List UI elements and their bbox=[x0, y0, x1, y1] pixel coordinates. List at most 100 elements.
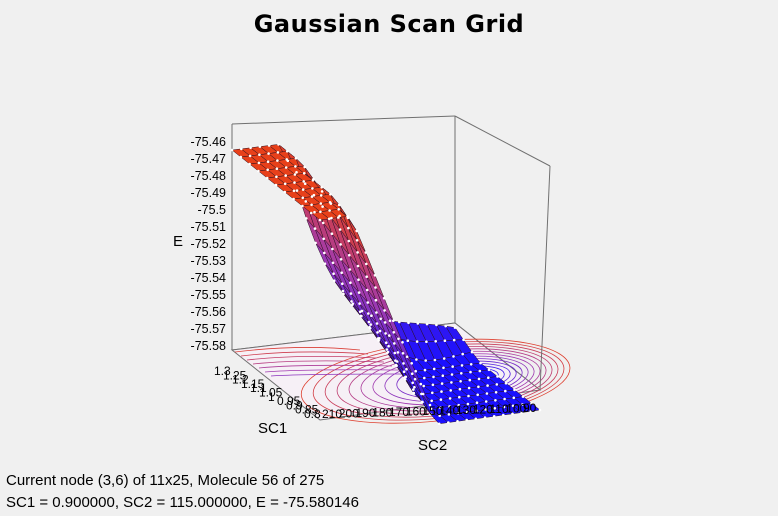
grid-node[interactable] bbox=[365, 275, 369, 279]
grid-node[interactable] bbox=[301, 188, 305, 191]
grid-node[interactable] bbox=[369, 323, 373, 326]
grid-node[interactable] bbox=[431, 383, 435, 387]
grid-node[interactable] bbox=[320, 190, 324, 193]
grid-node[interactable] bbox=[440, 390, 443, 393]
grid-node[interactable] bbox=[355, 239, 359, 242]
grid-node[interactable] bbox=[424, 359, 428, 362]
grid-node[interactable] bbox=[310, 203, 313, 207]
grid-node[interactable] bbox=[341, 289, 345, 293]
grid-node[interactable] bbox=[384, 341, 388, 345]
grid-node[interactable] bbox=[365, 288, 369, 292]
grid-node[interactable] bbox=[320, 185, 324, 189]
grid-node[interactable] bbox=[439, 406, 442, 409]
grid-node[interactable] bbox=[413, 377, 417, 381]
grid-node[interactable] bbox=[458, 395, 461, 399]
grid-node[interactable] bbox=[442, 366, 445, 370]
grid-node[interactable] bbox=[475, 409, 478, 413]
grid-node[interactable] bbox=[452, 355, 455, 358]
grid-node[interactable] bbox=[483, 416, 487, 419]
grid-node[interactable] bbox=[441, 374, 445, 378]
grid-node[interactable] bbox=[503, 397, 506, 401]
grid-node[interactable] bbox=[314, 241, 317, 245]
grid-node[interactable] bbox=[340, 271, 344, 275]
grid-node[interactable] bbox=[412, 388, 415, 391]
grid-node[interactable] bbox=[349, 281, 352, 285]
grid-node[interactable] bbox=[294, 157, 298, 160]
grid-node[interactable] bbox=[355, 229, 359, 233]
grid-node[interactable] bbox=[402, 362, 405, 365]
grid-node[interactable] bbox=[465, 410, 469, 414]
grid-node[interactable] bbox=[521, 395, 525, 398]
grid-node[interactable] bbox=[402, 370, 406, 374]
grid-node[interactable] bbox=[285, 150, 289, 153]
grid-node[interactable] bbox=[469, 363, 473, 366]
grid-node[interactable] bbox=[406, 339, 410, 343]
grid-node[interactable] bbox=[415, 340, 419, 343]
grid-node[interactable] bbox=[374, 286, 377, 289]
grid-node[interactable] bbox=[341, 282, 344, 286]
grid-node[interactable] bbox=[248, 162, 251, 166]
grid-node[interactable] bbox=[504, 389, 507, 393]
grid-node[interactable] bbox=[451, 365, 455, 368]
grid-node[interactable] bbox=[410, 362, 414, 365]
grid-node[interactable] bbox=[370, 314, 373, 318]
grid-node[interactable] bbox=[275, 167, 279, 170]
grid-node[interactable] bbox=[477, 385, 480, 389]
grid-node[interactable] bbox=[319, 194, 323, 197]
grid-node[interactable] bbox=[312, 193, 316, 197]
grid-node[interactable] bbox=[301, 204, 304, 208]
grid-node[interactable] bbox=[405, 355, 409, 359]
grid-node[interactable] bbox=[310, 195, 314, 198]
grid-node[interactable] bbox=[359, 314, 363, 318]
grid-node[interactable] bbox=[321, 221, 325, 225]
grid-node[interactable] bbox=[431, 391, 434, 395]
grid-node[interactable] bbox=[302, 172, 306, 175]
grid-node[interactable] bbox=[511, 412, 514, 416]
grid-node[interactable] bbox=[411, 381, 415, 385]
grid-node[interactable] bbox=[311, 187, 314, 190]
grid-node[interactable] bbox=[504, 381, 508, 385]
grid-node[interactable] bbox=[439, 398, 443, 401]
grid-node[interactable] bbox=[403, 378, 407, 381]
grid-node[interactable] bbox=[378, 329, 382, 333]
grid-node[interactable] bbox=[397, 337, 400, 341]
grid-node[interactable] bbox=[462, 338, 465, 342]
grid-node[interactable] bbox=[425, 340, 428, 344]
grid-node[interactable] bbox=[413, 385, 416, 389]
grid-node[interactable] bbox=[275, 175, 278, 179]
grid-node[interactable] bbox=[401, 352, 405, 355]
grid-node[interactable] bbox=[295, 171, 298, 174]
grid-node[interactable] bbox=[376, 331, 379, 334]
grid-node[interactable] bbox=[502, 405, 506, 409]
grid-node[interactable] bbox=[394, 359, 397, 362]
grid-node[interactable] bbox=[520, 411, 523, 414]
grid-node[interactable] bbox=[301, 196, 305, 200]
grid-node[interactable] bbox=[465, 418, 469, 422]
grid-node[interactable] bbox=[277, 143, 280, 146]
grid-node[interactable] bbox=[328, 201, 332, 204]
grid-node[interactable] bbox=[423, 368, 427, 372]
grid-node[interactable] bbox=[357, 278, 360, 282]
grid-node[interactable] bbox=[484, 408, 487, 411]
grid-node[interactable] bbox=[267, 152, 270, 155]
grid-node[interactable] bbox=[276, 159, 279, 162]
grid-node[interactable] bbox=[266, 168, 270, 172]
grid-node[interactable] bbox=[285, 158, 289, 161]
grid-node[interactable] bbox=[449, 389, 453, 392]
grid-node[interactable] bbox=[347, 226, 350, 230]
grid-node[interactable] bbox=[437, 422, 441, 426]
grid-node[interactable] bbox=[342, 292, 345, 296]
grid-node[interactable] bbox=[450, 381, 453, 384]
grid-node[interactable] bbox=[328, 209, 331, 212]
grid-node[interactable] bbox=[529, 410, 533, 413]
grid-node[interactable] bbox=[382, 296, 386, 300]
grid-node[interactable] bbox=[367, 320, 371, 324]
grid-node[interactable] bbox=[460, 364, 464, 367]
grid-node[interactable] bbox=[364, 251, 368, 254]
grid-node[interactable] bbox=[384, 332, 387, 335]
grid-node[interactable] bbox=[456, 420, 459, 423]
grid-node[interactable] bbox=[339, 258, 343, 261]
grid-node[interactable] bbox=[460, 372, 463, 375]
grid-node[interactable] bbox=[258, 153, 261, 156]
